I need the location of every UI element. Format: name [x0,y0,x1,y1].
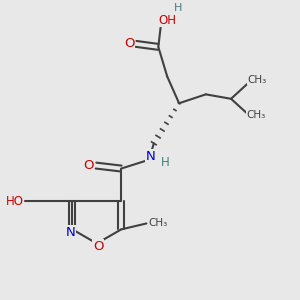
Text: CH₃: CH₃ [246,110,265,120]
Text: H: H [173,3,182,13]
Text: CH₃: CH₃ [148,218,167,229]
Text: CH₃: CH₃ [248,74,267,85]
Text: O: O [83,159,94,172]
Text: H: H [161,156,170,169]
Text: OH: OH [159,14,177,27]
Text: N: N [146,150,156,163]
Text: N: N [66,226,76,239]
Text: O: O [124,38,135,50]
Text: HO: HO [5,195,23,208]
Text: O: O [93,240,104,253]
